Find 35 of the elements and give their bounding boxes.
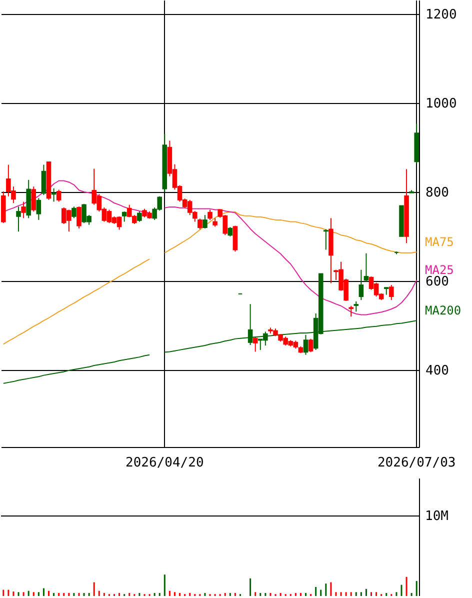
y-tick-label: 1200 (426, 7, 457, 22)
candlestick (122, 210, 127, 222)
candlestick (202, 214, 208, 229)
series-label: MA75 (425, 234, 454, 249)
y-tick-label: 1000 (426, 96, 457, 112)
candlestick (72, 206, 76, 219)
y-tick-label: 800 (426, 185, 449, 200)
x-tick-label: 2026/07/03 (377, 456, 456, 470)
candlestick (232, 225, 238, 252)
candlestick (308, 338, 314, 353)
candlestick (228, 226, 233, 237)
candlestick (358, 269, 364, 301)
series-label: MA200 (425, 304, 462, 318)
candlestick (137, 210, 142, 222)
candlestick (252, 336, 258, 352)
text: 10M (425, 509, 449, 524)
candlestick (36, 198, 42, 220)
candlestick (208, 209, 212, 220)
candlestick (303, 334, 308, 356)
y-tick-label: 400 (426, 363, 449, 378)
x-tick-label: 2026/04/20 (126, 456, 204, 470)
candlestick (198, 218, 202, 230)
candlestick (364, 252, 369, 282)
candlestick (31, 186, 36, 212)
candlestick (56, 189, 62, 202)
candlestick (51, 188, 56, 202)
y-tick-label: 600 (426, 274, 449, 290)
candlestick (76, 206, 82, 229)
candlestick (16, 206, 21, 232)
candlestick (389, 284, 394, 301)
candlestick (354, 300, 359, 312)
candlestick (348, 305, 354, 318)
candlestick (41, 164, 46, 196)
candlestick (21, 201, 26, 219)
candlestick (324, 228, 328, 250)
